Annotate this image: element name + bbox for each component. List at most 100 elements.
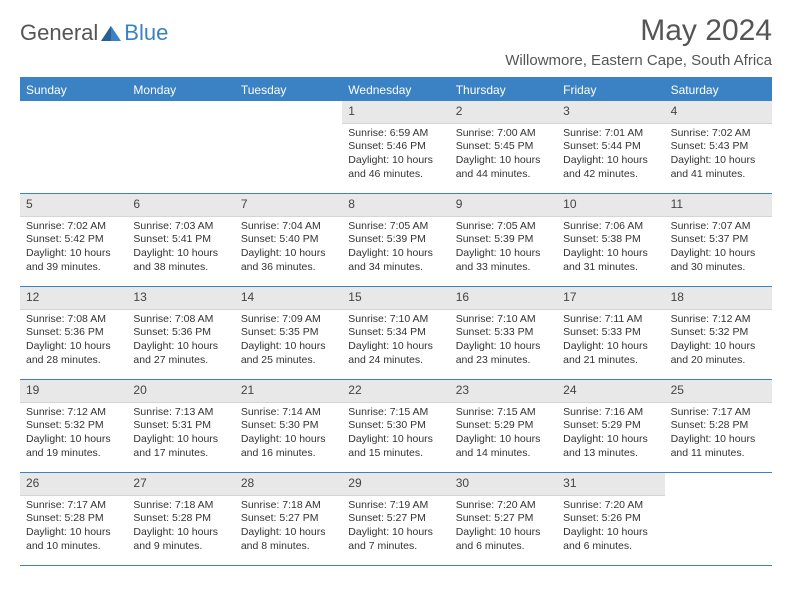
sunset-text: Sunset: 5:30 PM [348, 419, 443, 433]
day-number: 18 [665, 287, 772, 310]
daylight-text: Daylight: 10 hours and 19 minutes. [26, 433, 121, 460]
day-details: Sunrise: 7:14 AMSunset: 5:30 PMDaylight:… [235, 403, 342, 467]
day-details: Sunrise: 7:17 AMSunset: 5:28 PMDaylight:… [20, 496, 127, 560]
daylight-text: Daylight: 10 hours and 20 minutes. [671, 340, 766, 367]
day-number [665, 473, 772, 479]
header: General Blue May 2024 Willowmore, Easter… [20, 14, 772, 75]
sunset-text: Sunset: 5:32 PM [26, 419, 121, 433]
sunrise-text: Sunrise: 7:18 AM [133, 499, 228, 513]
day-header: Wednesday [342, 79, 449, 101]
day-number: 23 [450, 380, 557, 403]
sunset-text: Sunset: 5:28 PM [26, 512, 121, 526]
sunset-text: Sunset: 5:41 PM [133, 233, 228, 247]
day-details: Sunrise: 7:16 AMSunset: 5:29 PMDaylight:… [557, 403, 664, 467]
day-details: Sunrise: 7:18 AMSunset: 5:28 PMDaylight:… [127, 496, 234, 560]
day-details: Sunrise: 7:13 AMSunset: 5:31 PMDaylight:… [127, 403, 234, 467]
day-number: 20 [127, 380, 234, 403]
day-cell: 10Sunrise: 7:06 AMSunset: 5:38 PMDayligh… [557, 194, 664, 286]
day-number: 25 [665, 380, 772, 403]
daylight-text: Daylight: 10 hours and 42 minutes. [563, 154, 658, 181]
sunrise-text: Sunrise: 7:01 AM [563, 127, 658, 141]
day-details: Sunrise: 7:03 AMSunset: 5:41 PMDaylight:… [127, 217, 234, 281]
daylight-text: Daylight: 10 hours and 17 minutes. [133, 433, 228, 460]
week-row: 5Sunrise: 7:02 AMSunset: 5:42 PMDaylight… [20, 194, 772, 287]
sunset-text: Sunset: 5:35 PM [241, 326, 336, 340]
day-details: Sunrise: 7:18 AMSunset: 5:27 PMDaylight:… [235, 496, 342, 560]
day-number [127, 101, 234, 107]
day-cell: 3Sunrise: 7:01 AMSunset: 5:44 PMDaylight… [557, 101, 664, 193]
day-details: Sunrise: 7:15 AMSunset: 5:30 PMDaylight:… [342, 403, 449, 467]
daylight-text: Daylight: 10 hours and 9 minutes. [133, 526, 228, 553]
sunset-text: Sunset: 5:28 PM [671, 419, 766, 433]
sunset-text: Sunset: 5:36 PM [26, 326, 121, 340]
day-details: Sunrise: 7:05 AMSunset: 5:39 PMDaylight:… [342, 217, 449, 281]
day-cell: 5Sunrise: 7:02 AMSunset: 5:42 PMDaylight… [20, 194, 127, 286]
sunrise-text: Sunrise: 7:03 AM [133, 220, 228, 234]
day-header: Thursday [450, 79, 557, 101]
daylight-text: Daylight: 10 hours and 11 minutes. [671, 433, 766, 460]
sunrise-text: Sunrise: 7:06 AM [563, 220, 658, 234]
sunrise-text: Sunrise: 7:20 AM [563, 499, 658, 513]
day-details: Sunrise: 7:00 AMSunset: 5:45 PMDaylight:… [450, 124, 557, 188]
day-cell: 7Sunrise: 7:04 AMSunset: 5:40 PMDaylight… [235, 194, 342, 286]
day-cell [665, 473, 772, 565]
sunrise-text: Sunrise: 7:08 AM [133, 313, 228, 327]
day-number: 8 [342, 194, 449, 217]
daylight-text: Daylight: 10 hours and 46 minutes. [348, 154, 443, 181]
sunrise-text: Sunrise: 7:08 AM [26, 313, 121, 327]
day-cell: 16Sunrise: 7:10 AMSunset: 5:33 PMDayligh… [450, 287, 557, 379]
location-text: Willowmore, Eastern Cape, South Africa [505, 52, 772, 69]
day-cell [20, 101, 127, 193]
day-number: 24 [557, 380, 664, 403]
sunset-text: Sunset: 5:31 PM [133, 419, 228, 433]
sunrise-text: Sunrise: 7:09 AM [241, 313, 336, 327]
daylight-text: Daylight: 10 hours and 25 minutes. [241, 340, 336, 367]
day-number: 5 [20, 194, 127, 217]
sunset-text: Sunset: 5:26 PM [563, 512, 658, 526]
calendar: SundayMondayTuesdayWednesdayThursdayFrid… [20, 77, 772, 566]
sunrise-text: Sunrise: 7:17 AM [671, 406, 766, 420]
daylight-text: Daylight: 10 hours and 36 minutes. [241, 247, 336, 274]
day-cell: 12Sunrise: 7:08 AMSunset: 5:36 PMDayligh… [20, 287, 127, 379]
sunset-text: Sunset: 5:40 PM [241, 233, 336, 247]
daylight-text: Daylight: 10 hours and 28 minutes. [26, 340, 121, 367]
day-details: Sunrise: 7:08 AMSunset: 5:36 PMDaylight:… [127, 310, 234, 374]
day-cell: 9Sunrise: 7:05 AMSunset: 5:39 PMDaylight… [450, 194, 557, 286]
sunrise-text: Sunrise: 7:16 AM [563, 406, 658, 420]
day-cell: 29Sunrise: 7:19 AMSunset: 5:27 PMDayligh… [342, 473, 449, 565]
sunrise-text: Sunrise: 7:17 AM [26, 499, 121, 513]
day-header: Sunday [20, 79, 127, 101]
week-row: 12Sunrise: 7:08 AMSunset: 5:36 PMDayligh… [20, 287, 772, 380]
day-details: Sunrise: 7:17 AMSunset: 5:28 PMDaylight:… [665, 403, 772, 467]
sunset-text: Sunset: 5:46 PM [348, 140, 443, 154]
sunset-text: Sunset: 5:33 PM [563, 326, 658, 340]
day-details: Sunrise: 7:10 AMSunset: 5:34 PMDaylight:… [342, 310, 449, 374]
sunset-text: Sunset: 5:29 PM [563, 419, 658, 433]
sunrise-text: Sunrise: 7:00 AM [456, 127, 551, 141]
daylight-text: Daylight: 10 hours and 15 minutes. [348, 433, 443, 460]
daylight-text: Daylight: 10 hours and 10 minutes. [26, 526, 121, 553]
day-cell: 23Sunrise: 7:15 AMSunset: 5:29 PMDayligh… [450, 380, 557, 472]
day-cell: 14Sunrise: 7:09 AMSunset: 5:35 PMDayligh… [235, 287, 342, 379]
sunset-text: Sunset: 5:27 PM [348, 512, 443, 526]
sunrise-text: Sunrise: 7:15 AM [348, 406, 443, 420]
day-details: Sunrise: 7:10 AMSunset: 5:33 PMDaylight:… [450, 310, 557, 374]
day-details: Sunrise: 6:59 AMSunset: 5:46 PMDaylight:… [342, 124, 449, 188]
day-number [235, 101, 342, 107]
sunset-text: Sunset: 5:27 PM [456, 512, 551, 526]
weeks-container: 1Sunrise: 6:59 AMSunset: 5:46 PMDaylight… [20, 101, 772, 566]
logo: General Blue [20, 20, 168, 46]
sunrise-text: Sunrise: 7:15 AM [456, 406, 551, 420]
daylight-text: Daylight: 10 hours and 41 minutes. [671, 154, 766, 181]
day-details: Sunrise: 7:01 AMSunset: 5:44 PMDaylight:… [557, 124, 664, 188]
day-number: 10 [557, 194, 664, 217]
sunrise-text: Sunrise: 7:02 AM [26, 220, 121, 234]
day-number: 29 [342, 473, 449, 496]
day-details: Sunrise: 7:05 AMSunset: 5:39 PMDaylight:… [450, 217, 557, 281]
sunrise-text: Sunrise: 7:20 AM [456, 499, 551, 513]
day-details: Sunrise: 7:20 AMSunset: 5:26 PMDaylight:… [557, 496, 664, 560]
day-details: Sunrise: 7:02 AMSunset: 5:42 PMDaylight:… [20, 217, 127, 281]
day-cell: 19Sunrise: 7:12 AMSunset: 5:32 PMDayligh… [20, 380, 127, 472]
day-header: Tuesday [235, 79, 342, 101]
day-number: 3 [557, 101, 664, 124]
